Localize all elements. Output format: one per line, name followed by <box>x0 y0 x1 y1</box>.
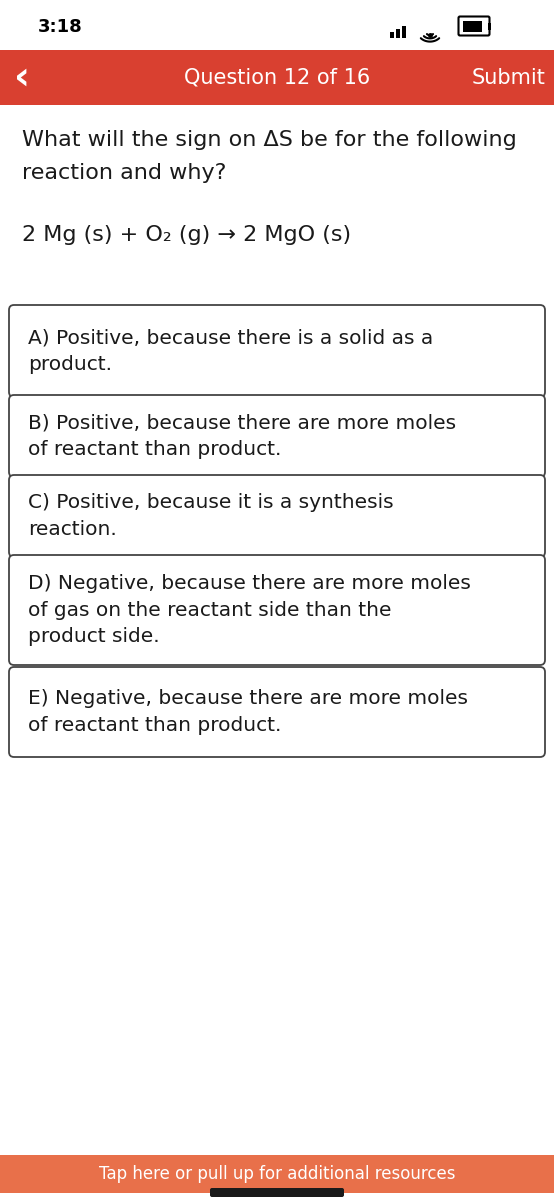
Text: reaction and why?: reaction and why? <box>22 163 227 182</box>
Text: 2 Mg (s) + O₂ (g) → 2 MgO (s): 2 Mg (s) + O₂ (g) → 2 MgO (s) <box>22 226 351 245</box>
FancyBboxPatch shape <box>9 475 545 557</box>
FancyBboxPatch shape <box>396 29 400 38</box>
FancyBboxPatch shape <box>390 32 394 38</box>
Text: B) Positive, because there are more moles
of reactant than product.: B) Positive, because there are more mole… <box>28 413 456 458</box>
Text: E) Negative, because there are more moles
of reactant than product.: E) Negative, because there are more mole… <box>28 689 468 734</box>
FancyBboxPatch shape <box>463 20 481 31</box>
Text: D) Negative, because there are more moles
of gas on the reactant side than the
p: D) Negative, because there are more mole… <box>28 574 471 646</box>
Text: Tap here or pull up for additional resources: Tap here or pull up for additional resou… <box>99 1165 455 1183</box>
FancyBboxPatch shape <box>9 667 545 757</box>
FancyBboxPatch shape <box>402 26 406 38</box>
Text: Submit: Submit <box>472 67 546 88</box>
FancyBboxPatch shape <box>0 1154 554 1193</box>
FancyBboxPatch shape <box>9 305 545 397</box>
FancyBboxPatch shape <box>210 1188 344 1198</box>
FancyBboxPatch shape <box>0 50 554 104</box>
Text: ‹: ‹ <box>14 59 30 96</box>
Text: What will the sign on ΔS be for the following: What will the sign on ΔS be for the foll… <box>22 130 517 150</box>
Text: 3:18: 3:18 <box>38 18 83 36</box>
FancyBboxPatch shape <box>9 554 545 665</box>
Text: A) Positive, because there is a solid as a
product.: A) Positive, because there is a solid as… <box>28 329 433 373</box>
Text: C) Positive, because it is a synthesis
reaction.: C) Positive, because it is a synthesis r… <box>28 493 394 539</box>
FancyBboxPatch shape <box>9 395 545 476</box>
FancyBboxPatch shape <box>488 23 491 30</box>
Text: Question 12 of 16: Question 12 of 16 <box>184 67 370 88</box>
